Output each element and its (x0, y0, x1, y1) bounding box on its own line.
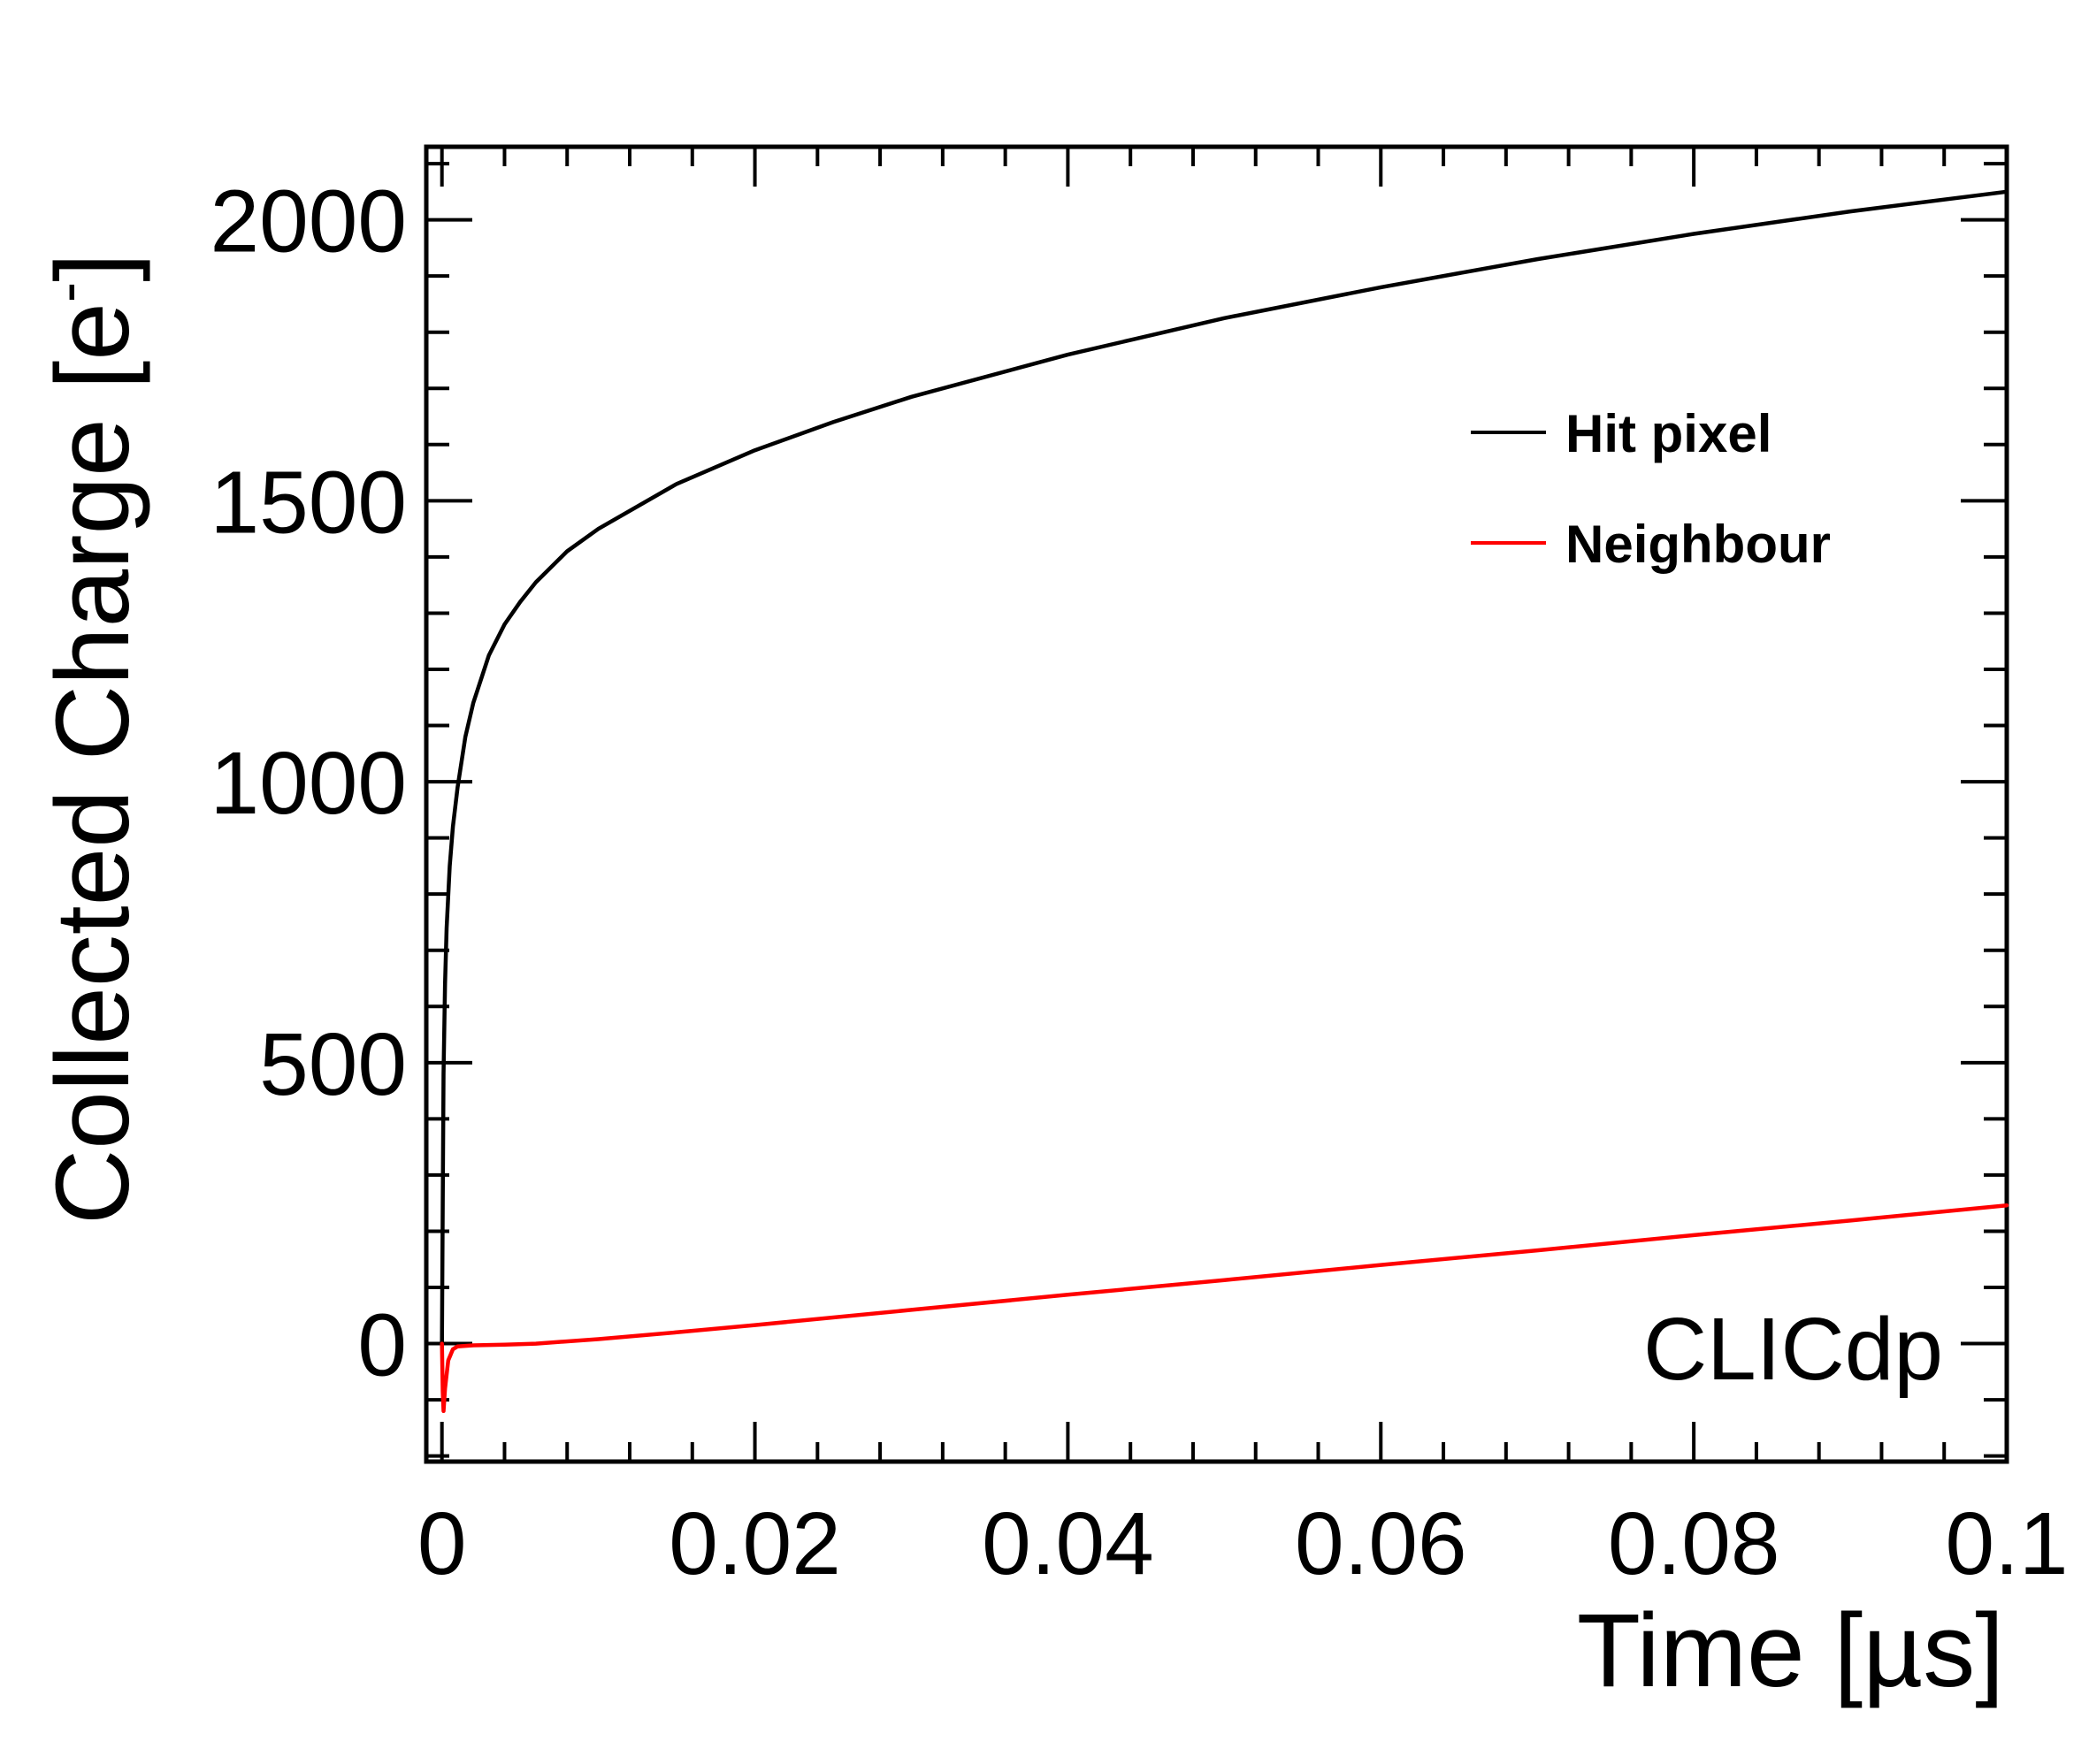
clicdp-annotation: CLICdp (1643, 1300, 1943, 1399)
legend-label-hit-pixel: Hit pixel (1565, 404, 1771, 463)
y-axis-title-main: Collected Charge [e (34, 302, 151, 1225)
y-axis-title: Collected Charge [e-] (33, 253, 151, 1225)
x-tick-label: 0.04 (982, 1494, 1154, 1593)
legend: Hit pixel Neighbour (1471, 404, 1831, 574)
y-axis-title-close: ] (34, 253, 151, 282)
y-axis-ticks (426, 162, 2007, 1458)
x-axis-ticks (440, 147, 2009, 1462)
series-line-hit-pixel (440, 189, 2009, 1346)
x-tick-label: 0.08 (1608, 1494, 1780, 1593)
x-tick-label: 0.06 (1295, 1494, 1467, 1593)
y-tick-label: 1000 (210, 734, 407, 833)
y-axis-tick-labels: 0 500 1000 1500 2000 (210, 172, 407, 1395)
x-tick-label: 0.1 (1945, 1494, 2068, 1593)
plot-frame (424, 144, 2009, 1464)
x-tick-label: 0 (417, 1494, 467, 1593)
x-axis-tick-labels: 0 0.02 0.04 0.06 0.08 0.1 (417, 1494, 2069, 1593)
x-axis-title: Time [µs] (1577, 1592, 2004, 1709)
y-tick-label: 2000 (210, 172, 407, 271)
legend-label-neighbour: Neighbour (1565, 515, 1831, 574)
y-tick-label: 500 (259, 1015, 407, 1114)
x-tick-label: 0.02 (669, 1494, 841, 1593)
series-line-neighbour (440, 1203, 2009, 1414)
y-tick-label: 0 (357, 1296, 407, 1395)
series-layer (440, 189, 2009, 1414)
y-axis-title-superscript: - (33, 282, 102, 302)
y-tick-label: 1500 (210, 453, 407, 552)
